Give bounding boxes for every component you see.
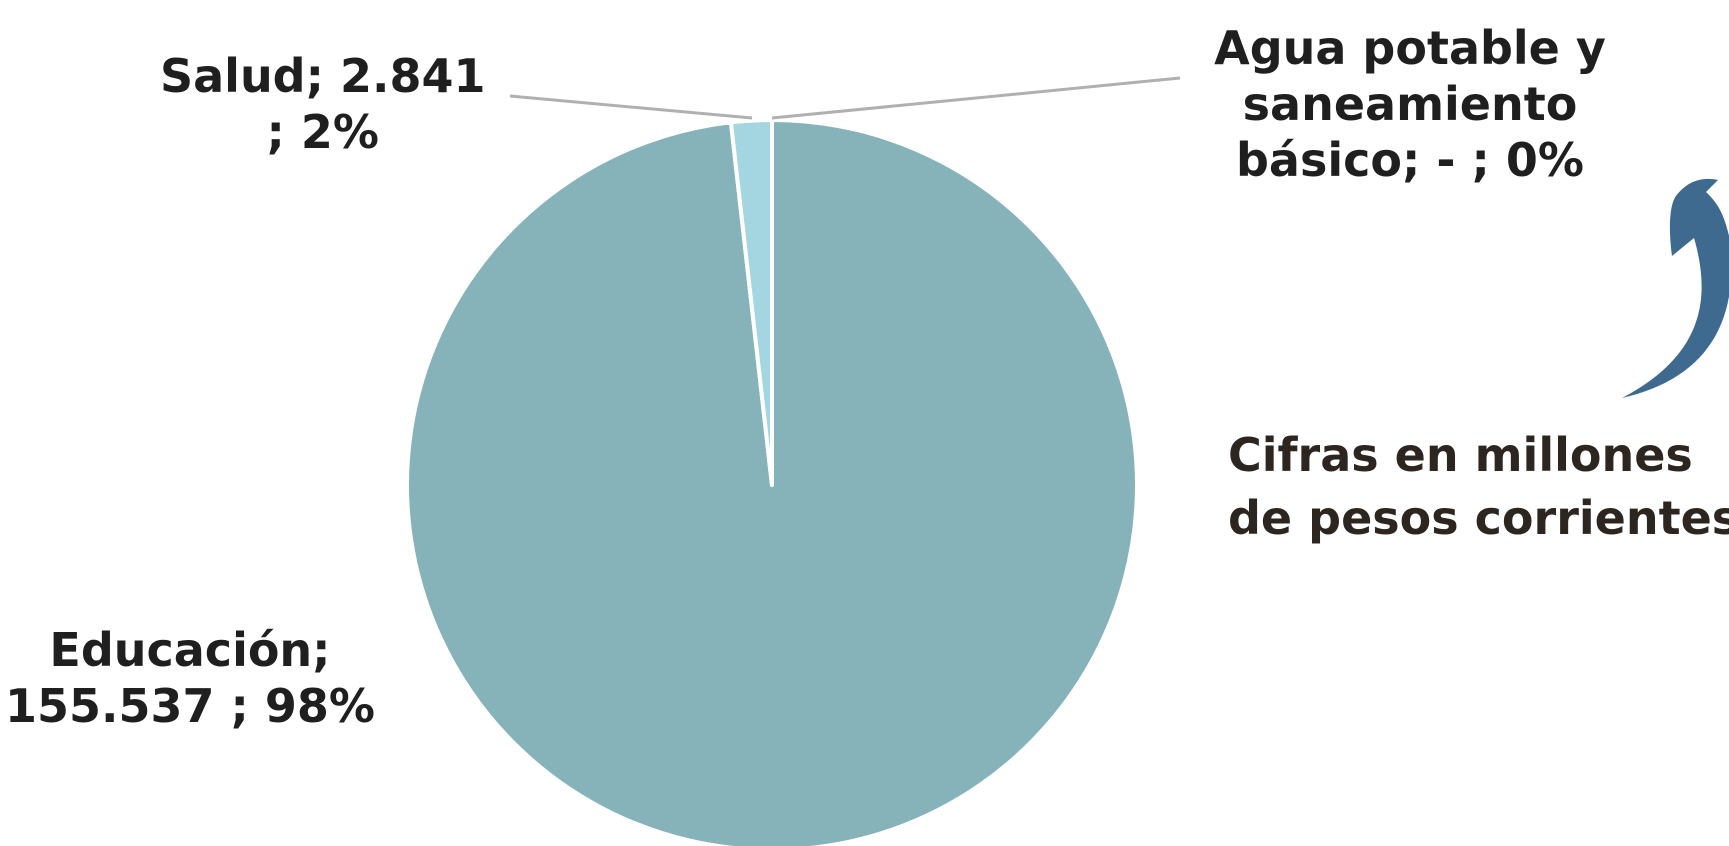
leader-lines xyxy=(509,76,1181,120)
leader-line-agua xyxy=(771,76,1181,120)
data-label-agua-line2: saneamiento xyxy=(1242,77,1578,132)
data-label-educacion-line2: 155.537 ; 98% xyxy=(4,679,376,734)
data-label-educacion: Educación; 155.537 ; 98% xyxy=(0,622,380,734)
data-label-salud-line2: ; 2% xyxy=(266,105,380,160)
pie-slices xyxy=(405,118,1139,846)
data-label-educacion-line1: Educación; xyxy=(49,623,331,677)
data-label-salud-line1: Salud; 2.841 xyxy=(160,49,486,103)
data-label-agua: Agua potable y saneamiento básico; - ; 0… xyxy=(1190,20,1630,188)
data-label-salud: Salud; 2.841 ; 2% xyxy=(160,48,486,160)
units-annotation: Cifras en millones de pesos corrientes xyxy=(1228,424,1729,551)
data-label-agua-line1: Agua potable y xyxy=(1214,21,1606,75)
pie-slice-salud xyxy=(728,118,774,487)
data-label-agua-line3: básico; - ; 0% xyxy=(1235,133,1584,188)
leader-line-salud xyxy=(509,94,753,120)
curved-arrow-icon xyxy=(1622,178,1729,398)
units-annotation-line1: Cifras en millones xyxy=(1228,428,1693,482)
units-annotation-line2: de pesos corrientes xyxy=(1228,491,1729,546)
